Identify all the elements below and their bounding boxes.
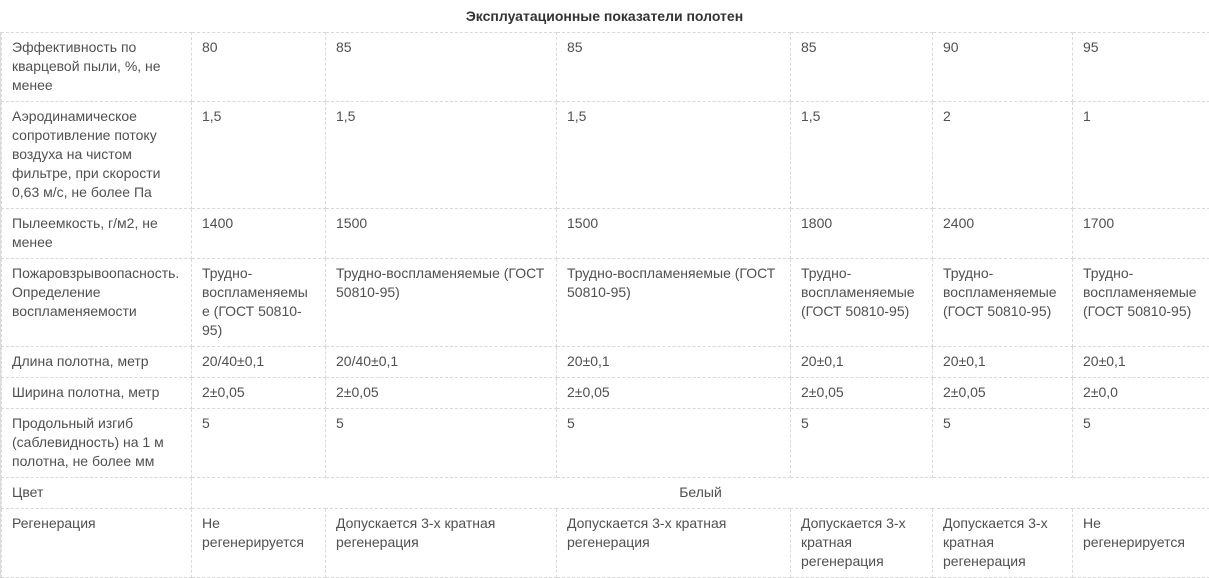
cell-value: 85 [326,33,557,102]
cell-value: 2 [933,102,1073,209]
cell-value: 2±0,05 [933,378,1073,409]
cell-value: 5 [192,409,326,478]
cell-value: 1 [1073,102,1209,209]
specs-table-wrapper: Эффективность по кварцевой пыли, %, не м… [0,32,1209,578]
cell-value: 90 [933,33,1073,102]
table-row-longitudinal-bend: Продольный изгиб (саблевидность) на 1 м … [2,409,1209,478]
cell-value: Не регенерируется [192,509,326,578]
cell-value: 2400 [933,209,1073,259]
row-label: Пылеемкость, г/м2, не менее [2,209,192,259]
row-label: Аэродинамическое сопротивление потоку во… [2,102,192,209]
cell-value: 2±0,05 [326,378,557,409]
cell-value: 95 [1073,33,1209,102]
cell-value: 2±0,05 [557,378,791,409]
cell-value: Не регенерируется [1073,509,1209,578]
row-label: Цвет [2,478,192,509]
cell-value: Допускается 3-х кратная регенерация [557,509,791,578]
cell-value: 2±0,0 [1073,378,1209,409]
row-label: Регенерация [2,509,192,578]
table-row-regeneration: Регенерация Не регенерируется Допускаетс… [2,509,1209,578]
cell-value: 5 [791,409,933,478]
table-row-length: Длина полотна, метр 20/40±0,1 20/40±0,1 … [2,347,1209,378]
table-row-aerodynamic-resistance: Аэродинамическое сопротивление потоку во… [2,102,1209,209]
cell-value: 5 [933,409,1073,478]
cell-value: 2±0,05 [192,378,326,409]
cell-value: 1500 [326,209,557,259]
row-label: Длина полотна, метр [2,347,192,378]
cell-value: 1,5 [192,102,326,209]
cell-value: 80 [192,33,326,102]
cell-value: 1500 [557,209,791,259]
cell-value: 5 [1073,409,1209,478]
cell-value: 1400 [192,209,326,259]
table-row-fire-safety: Пожаровзрывоопасность. Определение воспл… [2,259,1209,347]
cell-value: Трудно-воспламеняемые (ГОСТ 50810-95) [557,259,791,347]
cell-value: Трудно-воспламеняемые (ГОСТ 50810-95) [326,259,557,347]
cell-value: 20±0,1 [557,347,791,378]
table-row-width: Ширина полотна, метр 2±0,05 2±0,05 2±0,0… [2,378,1209,409]
cell-value: Трудно-воспламеняемые (ГОСТ 50810-95) [933,259,1073,347]
cell-value: 5 [326,409,557,478]
cell-value: 20/40±0,1 [192,347,326,378]
row-label: Эффективность по кварцевой пыли, %, не м… [2,33,192,102]
cell-value: 20/40±0,1 [326,347,557,378]
row-label: Ширина полотна, метр [2,378,192,409]
cell-value: 20±0,1 [933,347,1073,378]
cell-value: Трудно-воспламеняемые (ГОСТ 50810-95) [192,259,326,347]
row-label: Пожаровзрывоопасность. Определение воспл… [2,259,192,347]
cell-value: Трудно-воспламеняемые (ГОСТ 50810-95) [791,259,933,347]
cell-value: 2±0,05 [791,378,933,409]
cell-value: 85 [557,33,791,102]
cell-value-merged: Белый [192,478,1209,509]
table-row-color: Цвет Белый [2,478,1209,509]
cell-value: 20±0,1 [791,347,933,378]
cell-value: Допускается 3-х кратная регенерация [791,509,933,578]
cell-value: 1800 [791,209,933,259]
cell-value: 85 [791,33,933,102]
cell-value: 1,5 [791,102,933,209]
specs-table: Эффективность по кварцевой пыли, %, не м… [1,32,1209,578]
cell-value: 20±0,1 [1073,347,1209,378]
cell-value: Допускается 3-х кратная регенерация [933,509,1073,578]
page-title: Эксплуатационные показатели полотен [0,0,1209,32]
table-row-dust-capacity: Пылеемкость, г/м2, не менее 1400 1500 15… [2,209,1209,259]
cell-value: 5 [557,409,791,478]
cell-value: 1,5 [326,102,557,209]
cell-value: 1700 [1073,209,1209,259]
cell-value: Трудно-воспламеняемые (ГОСТ 50810-95) [1073,259,1209,347]
table-row-efficiency: Эффективность по кварцевой пыли, %, не м… [2,33,1209,102]
cell-value: Допускается 3-х кратная регенерация [326,509,557,578]
cell-value: 1,5 [557,102,791,209]
row-label: Продольный изгиб (саблевидность) на 1 м … [2,409,192,478]
